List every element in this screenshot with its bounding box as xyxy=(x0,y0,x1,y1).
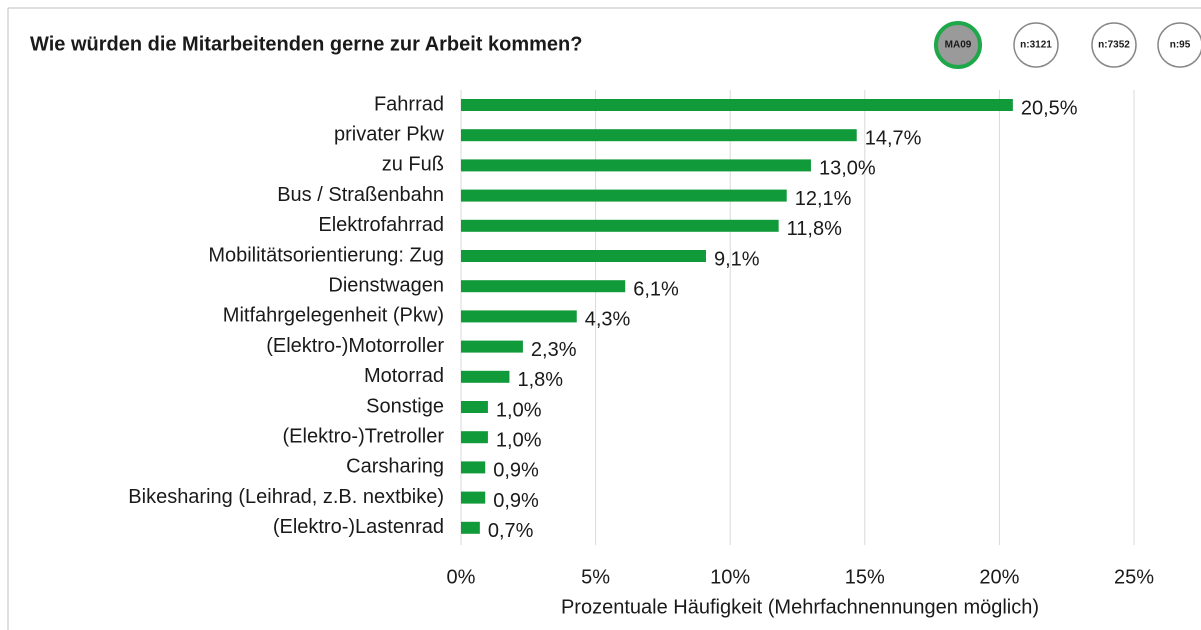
y-tick-label: privater Pkw xyxy=(334,123,445,145)
bar xyxy=(461,461,486,474)
value-label: 11,8% xyxy=(787,218,842,240)
x-tick-label: 25% xyxy=(1114,566,1154,588)
bar xyxy=(461,250,706,262)
value-label: 6,1% xyxy=(633,278,679,300)
x-tick-label: 10% xyxy=(710,566,750,588)
bar xyxy=(461,370,510,383)
badge-label: n:3121 xyxy=(1020,40,1052,51)
badge-circle xyxy=(934,21,982,69)
value-label: 13,0% xyxy=(819,158,876,180)
x-tick-label: 0% xyxy=(447,566,476,588)
badge-label: MA09 xyxy=(945,40,972,51)
y-tick-label: Elektrofahrrad xyxy=(318,214,444,236)
value-label: 1,0% xyxy=(496,429,542,451)
y-tick-label: Fahrrad xyxy=(374,93,444,115)
badge-label: n:7352 xyxy=(1098,40,1130,51)
bar xyxy=(461,189,787,202)
bar xyxy=(461,99,1013,111)
y-tick-label: (Elektro-)Tretroller xyxy=(283,425,445,447)
y-tick-label: zu Fuß xyxy=(382,154,444,176)
value-label: 2,3% xyxy=(531,339,577,361)
badge-circle xyxy=(1091,22,1137,68)
bar xyxy=(461,491,486,504)
value-label: 0,9% xyxy=(493,460,539,482)
y-tick-label: Bikesharing (Leihrad, z.B. nextbike) xyxy=(128,486,444,508)
bar xyxy=(461,280,626,293)
y-tick-label: Motorrad xyxy=(364,365,444,387)
value-label: 0,9% xyxy=(493,490,539,512)
y-tick-label: Carsharing xyxy=(346,456,444,478)
badge-circle xyxy=(1157,22,1201,68)
value-label: 0,7% xyxy=(488,520,534,542)
bar xyxy=(461,340,523,353)
bar xyxy=(461,310,577,323)
value-label: 4,3% xyxy=(585,309,631,331)
y-tick-label: (Elektro-)Motorroller xyxy=(266,335,444,357)
y-tick-label: Mitfahrgelegenheit (Pkw) xyxy=(223,305,444,327)
value-label: 20,5% xyxy=(1021,97,1078,119)
bar xyxy=(461,219,779,232)
x-tick-label: 20% xyxy=(979,566,1019,588)
value-label: 14,7% xyxy=(865,127,922,149)
bar xyxy=(461,401,488,413)
x-tick-label: 15% xyxy=(845,566,885,588)
value-label: 1,8% xyxy=(517,369,563,391)
bar xyxy=(461,431,488,444)
bar xyxy=(461,129,857,142)
y-tick-label: Mobilitätsorientierung: Zug xyxy=(208,244,444,266)
y-tick-label: Sonstige xyxy=(366,395,444,417)
x-axis-label: Prozentuale Häufigkeit (Mehrfachnennunge… xyxy=(561,596,1039,618)
bar xyxy=(461,521,480,534)
value-label: 12,1% xyxy=(795,188,852,210)
x-tick-label: 5% xyxy=(581,566,610,588)
badge-circle xyxy=(1013,22,1059,68)
badge-label: n:95 xyxy=(1170,40,1191,51)
value-label: 9,1% xyxy=(714,248,760,270)
value-label: 1,0% xyxy=(496,399,542,421)
y-tick-label: (Elektro-)Lastenrad xyxy=(273,516,444,538)
chart-title: Wie würden die Mitarbeitenden gerne zur … xyxy=(30,33,583,55)
y-tick-label: Bus / Straßenbahn xyxy=(277,184,444,206)
bar xyxy=(461,159,811,172)
y-tick-label: Dienstwagen xyxy=(328,274,444,296)
